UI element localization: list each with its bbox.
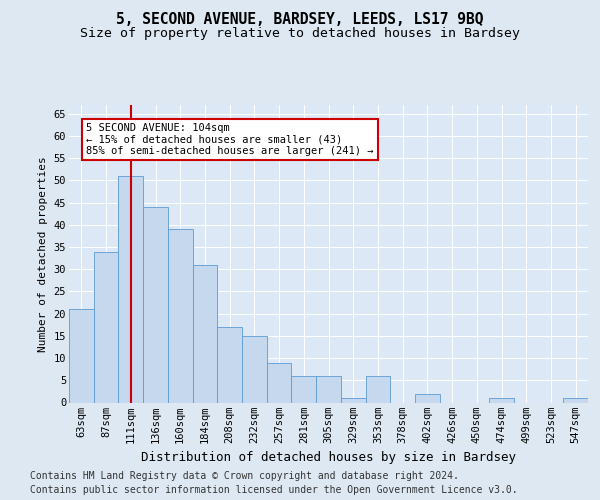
Bar (341, 398, 365, 402)
Bar (118, 176, 143, 402)
Bar (365, 376, 390, 402)
Bar (415, 394, 440, 402)
Bar (316, 376, 341, 402)
Text: Contains HM Land Registry data © Crown copyright and database right 2024.: Contains HM Land Registry data © Crown c… (30, 471, 459, 481)
Bar (69, 310, 94, 402)
Bar (563, 398, 588, 402)
Text: 5 SECOND AVENUE: 104sqm
← 15% of detached houses are smaller (43)
85% of semi-de: 5 SECOND AVENUE: 104sqm ← 15% of detache… (86, 123, 374, 156)
Bar (267, 362, 292, 403)
Bar (193, 265, 217, 402)
Bar (217, 327, 242, 402)
Bar (94, 252, 118, 402)
Y-axis label: Number of detached properties: Number of detached properties (38, 156, 48, 352)
Text: Size of property relative to detached houses in Bardsey: Size of property relative to detached ho… (80, 28, 520, 40)
X-axis label: Distribution of detached houses by size in Bardsey: Distribution of detached houses by size … (141, 451, 516, 464)
Bar (143, 207, 168, 402)
Bar (489, 398, 514, 402)
Bar (168, 230, 193, 402)
Text: 5, SECOND AVENUE, BARDSEY, LEEDS, LS17 9BQ: 5, SECOND AVENUE, BARDSEY, LEEDS, LS17 9… (116, 12, 484, 28)
Text: Contains public sector information licensed under the Open Government Licence v3: Contains public sector information licen… (30, 485, 518, 495)
Bar (292, 376, 316, 402)
Bar (242, 336, 267, 402)
